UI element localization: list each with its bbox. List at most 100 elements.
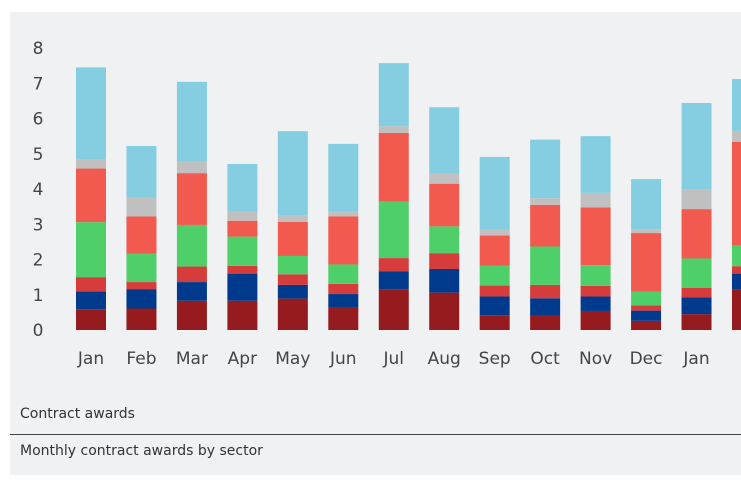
bar-segment-7 [731, 79, 741, 131]
bar-segment-6 [378, 126, 409, 133]
bar-segment-4 [227, 236, 258, 266]
x-tick-label: May [275, 349, 310, 369]
bar-segment-4 [530, 246, 561, 285]
bar-segment-7 [227, 163, 258, 212]
bar-segment-4 [731, 245, 741, 267]
bar-segment-3 [126, 282, 157, 290]
bar-segment-1 [631, 320, 662, 330]
bar-segment-2 [731, 273, 741, 290]
bar-segment-3 [530, 284, 561, 299]
bar-segment-3 [328, 283, 359, 295]
bar-segment-5 [328, 216, 359, 265]
bar-segment-7 [530, 139, 561, 199]
chart-title: Contract awards [20, 406, 135, 422]
bar-segment-6 [328, 211, 359, 217]
bar-segment-5 [378, 132, 409, 202]
bar-segment-2 [378, 271, 409, 290]
bar-segment-2 [681, 297, 712, 315]
bar-segment-4 [681, 258, 712, 288]
bar-segment-2 [76, 291, 106, 310]
bar-segment-4 [378, 201, 409, 259]
bar-segment-5 [731, 141, 741, 246]
bar-segment-5 [429, 183, 460, 227]
y-tick-label: 0 [33, 321, 44, 341]
x-tick-label: Jul [383, 349, 405, 369]
bar-segment-6 [530, 198, 561, 205]
x-tick-label: Jan [77, 349, 104, 369]
bar-segment-6 [479, 229, 510, 236]
bar-segment-2 [429, 269, 460, 293]
bar-segment-2 [227, 273, 258, 301]
y-tick-label: 8 [33, 39, 44, 59]
bar-segment-1 [176, 300, 207, 330]
bar-segment-4 [429, 226, 460, 254]
bar-segment-3 [176, 266, 207, 283]
bar-segment-4 [580, 265, 611, 286]
bar-segment-6 [227, 211, 258, 221]
bar-segment-2 [580, 296, 611, 311]
bar-segment-5 [176, 173, 207, 225]
y-tick-label: 7 [33, 74, 44, 94]
bar-segment-3 [479, 285, 510, 297]
bar-segment-3 [681, 287, 712, 298]
bar-segment-3 [76, 277, 106, 292]
bar-segment-7 [76, 67, 106, 160]
x-tick-label: Mar [176, 349, 208, 369]
bar-segment-1 [126, 308, 157, 330]
bar-segment-4 [126, 253, 157, 283]
bar-segment-4 [631, 291, 662, 306]
bar-segment-5 [580, 207, 611, 266]
bar-segment-2 [126, 289, 157, 309]
bar-segment-5 [126, 216, 157, 254]
bar-segment-7 [277, 131, 308, 216]
bar-segment-6 [580, 192, 611, 208]
bar-segment-2 [176, 282, 207, 301]
bar-segment-6 [731, 130, 741, 142]
bar-segment-6 [126, 197, 157, 217]
bar-segment-3 [580, 285, 611, 297]
bar-segment-7 [631, 179, 662, 230]
bar-segment-6 [429, 173, 460, 184]
bar-segment-1 [227, 300, 258, 330]
bar-segment-2 [631, 310, 662, 321]
bar-segment-3 [631, 305, 662, 311]
y-tick-label: 6 [33, 110, 44, 130]
bar-segment-1 [681, 314, 712, 330]
bar-segment-1 [731, 289, 741, 330]
bar-segment-7 [378, 63, 409, 127]
bar-segment-3 [731, 266, 741, 274]
bar-segment-7 [681, 102, 712, 190]
bar-segment-7 [126, 145, 157, 198]
bar-segment-1 [277, 298, 308, 330]
bar-segment-3 [378, 258, 409, 272]
bar-segment-1 [530, 315, 561, 330]
bar-segment-2 [479, 296, 510, 316]
bar-segment-5 [76, 168, 106, 223]
bar-segment-7 [176, 81, 207, 162]
bar-segment-7 [328, 143, 359, 212]
bar-segment-6 [176, 161, 207, 174]
bar-segment-7 [479, 156, 510, 230]
bar-segment-4 [76, 222, 106, 278]
bar-segment-4 [277, 255, 308, 275]
bar-segment-3 [227, 265, 258, 274]
bar-segment-1 [378, 289, 409, 330]
bar-segment-6 [631, 229, 662, 234]
bar-segment-6 [681, 189, 712, 210]
bar-segment-5 [479, 235, 510, 266]
y-tick-label: 5 [33, 145, 44, 165]
bar-segment-1 [76, 309, 106, 330]
bar-segment-4 [176, 224, 207, 267]
bar-segment-5 [631, 233, 662, 292]
y-tick-label: 3 [33, 215, 44, 235]
bar-segment-1 [429, 292, 460, 330]
x-tick-label: Jan [682, 349, 709, 369]
bar-segment-3 [277, 274, 308, 285]
bar-segment-4 [328, 264, 359, 284]
bar-segment-1 [580, 310, 611, 330]
divider [10, 434, 741, 435]
chart-subtitle: Monthly contract awards by sector [20, 443, 263, 459]
y-tick-label: 2 [33, 251, 44, 271]
bar-segment-2 [277, 284, 308, 299]
